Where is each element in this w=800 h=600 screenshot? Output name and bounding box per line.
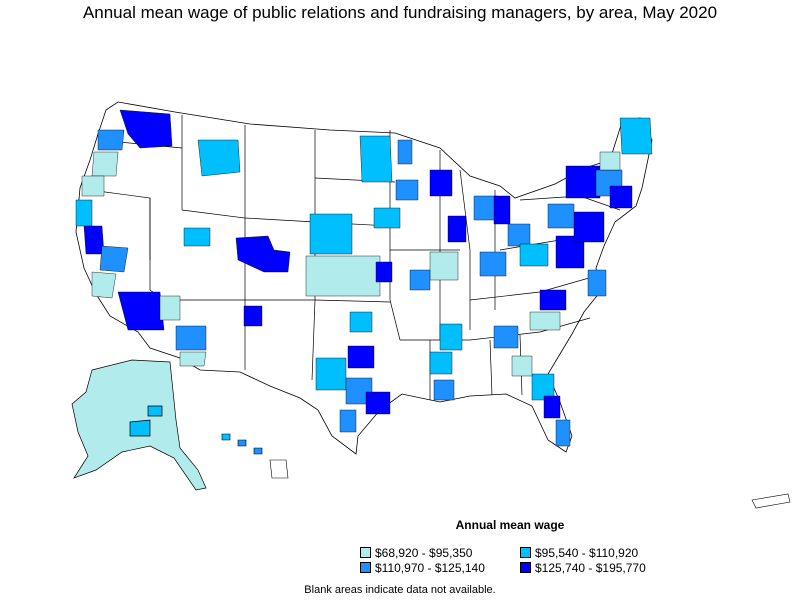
hawaii <box>221 433 289 479</box>
legend-swatch-1 <box>360 547 371 558</box>
legend-item-3: $110,970 - $125,140 <box>360 561 485 575</box>
legend-item-4: $125,740 - $195,770 <box>520 561 646 575</box>
legend-swatch-4 <box>520 562 531 573</box>
legend-item-2: $95,540 - $110,920 <box>520 546 638 560</box>
legend-label-1: $68,920 - $95,350 <box>375 546 473 560</box>
map-title: Annual mean wage of public relations and… <box>82 3 718 22</box>
no-data-note: Blank areas indicate data not available. <box>304 584 496 596</box>
area-fills <box>75 109 653 447</box>
legend-title: Annual mean wage <box>455 518 565 532</box>
legend-label-3: $110,970 - $125,140 <box>375 561 485 575</box>
legend-swatch-2 <box>520 547 531 558</box>
legend-item-1: $68,920 - $95,350 <box>360 546 472 560</box>
legend-label-2: $95,540 - $110,920 <box>535 546 639 560</box>
alaska <box>71 359 207 491</box>
puerto-rico <box>751 493 791 509</box>
legend-swatch-3 <box>360 562 371 573</box>
legend-label-4: $125,740 - $195,770 <box>535 561 646 575</box>
